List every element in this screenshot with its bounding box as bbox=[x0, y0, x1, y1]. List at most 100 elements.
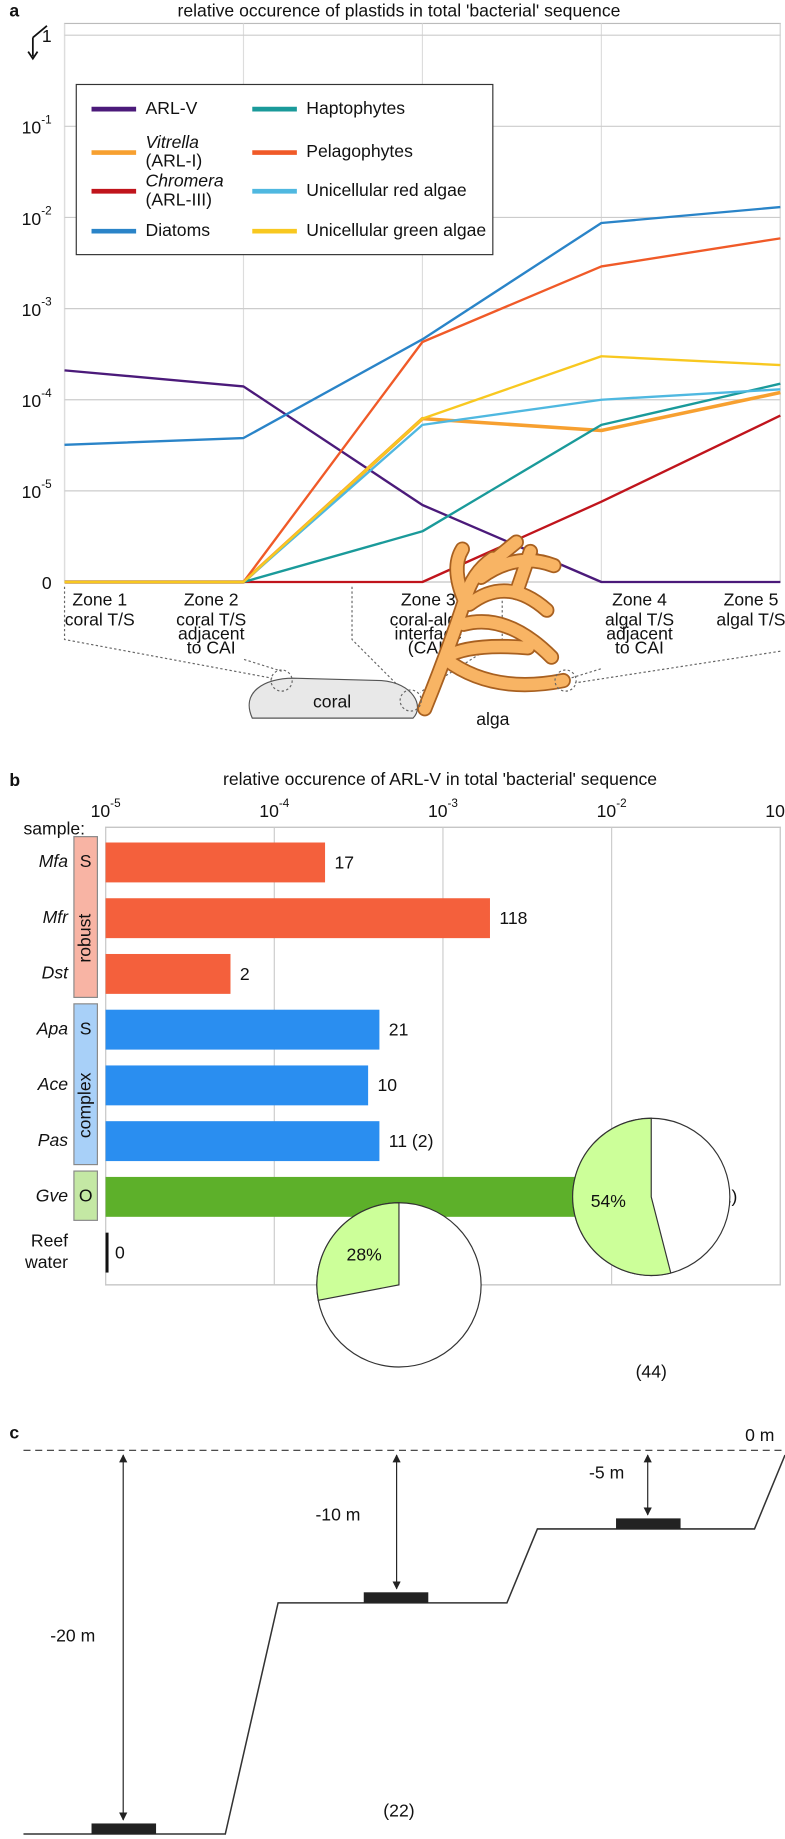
tick-label: 10-5 bbox=[91, 797, 121, 821]
legend-note: (ARL-III) bbox=[146, 189, 212, 209]
tick-label: 10-2 bbox=[597, 797, 627, 821]
legend-label: Vitrella bbox=[146, 132, 200, 152]
tick-label: 10-3 bbox=[22, 296, 52, 320]
bar-annotation: 11 (2) bbox=[389, 1131, 434, 1151]
alga-shape bbox=[510, 545, 537, 599]
zone-note: algal T/S bbox=[605, 609, 674, 629]
guide-line bbox=[570, 668, 601, 679]
alga-shape bbox=[484, 536, 523, 570]
chart-title: relative occurence of ARL-V in total 'ba… bbox=[223, 769, 657, 789]
tick-label: 10-4 bbox=[259, 797, 289, 821]
tick-exponent: -4 bbox=[41, 387, 52, 400]
alga-shape bbox=[475, 554, 560, 584]
tick-exponent: -1 bbox=[41, 114, 51, 127]
pie-label: 54% bbox=[591, 1191, 627, 1211]
tick-base: 10 bbox=[22, 482, 42, 502]
group-tag-label: S bbox=[80, 1018, 92, 1038]
illustration-label: coral bbox=[313, 692, 351, 712]
tick-label: 10-1 bbox=[22, 114, 52, 138]
tick-label: 10-4 bbox=[22, 387, 52, 411]
pie-slice bbox=[572, 1117, 672, 1277]
tick-exponent: -5 bbox=[41, 478, 52, 491]
sampling-plate bbox=[616, 1518, 681, 1529]
sample-label: Pas bbox=[38, 1130, 69, 1150]
illustration-label: alga bbox=[476, 709, 509, 729]
tick-base: 10 bbox=[259, 801, 279, 821]
zone-note: to CAI bbox=[187, 638, 236, 658]
depth-label: -5 m bbox=[589, 1462, 624, 1482]
sample-label: Mfr bbox=[43, 907, 70, 927]
tick-label: 10-1 bbox=[765, 797, 785, 821]
zone-note: coral T/S bbox=[65, 609, 135, 629]
panel-label: a bbox=[9, 0, 19, 20]
bar-annotation: 17 bbox=[334, 852, 354, 872]
alga-shape bbox=[451, 543, 471, 607]
bar-annotation: 0 bbox=[115, 1242, 125, 1262]
tick-base: 10 bbox=[91, 801, 111, 821]
sample-label: Apa bbox=[36, 1018, 69, 1038]
chart-title: relative occurence of plastids in total … bbox=[178, 0, 621, 20]
pie-label: 28% bbox=[347, 1245, 383, 1265]
group-name: robust bbox=[74, 914, 94, 963]
bar-annotation: 2 bbox=[240, 964, 250, 984]
zone-note: to CAI bbox=[615, 638, 664, 658]
alga-shape bbox=[457, 615, 558, 663]
sampling-plate bbox=[363, 1592, 429, 1603]
tick-label: 10-3 bbox=[428, 797, 458, 821]
bar bbox=[105, 842, 326, 883]
zone-note: algal T/S bbox=[716, 609, 785, 629]
x-tick-label: Zone 2 bbox=[184, 589, 239, 609]
x-tick-label: Zone 1 bbox=[72, 589, 127, 609]
x-tick-label: Zone 5 bbox=[724, 589, 779, 609]
bar bbox=[105, 1232, 109, 1273]
group-tag bbox=[73, 836, 98, 998]
group-name: complex bbox=[74, 1072, 94, 1138]
series-line bbox=[64, 205, 781, 447]
figure-content: a relative occurence of plastids in total… bbox=[9, 0, 785, 1835]
bar bbox=[105, 953, 231, 994]
bar bbox=[105, 1065, 369, 1106]
sample-label: Gve bbox=[36, 1186, 68, 1206]
legend-note: (ARL-I) bbox=[146, 151, 203, 171]
sampling-plate bbox=[91, 1823, 157, 1835]
guide-line bbox=[63, 586, 273, 679]
tick-base: 10 bbox=[765, 801, 785, 821]
legend-label: Haptophytes bbox=[306, 98, 405, 118]
group-tag bbox=[73, 1003, 98, 1166]
depth-label: -10 m bbox=[315, 1505, 360, 1525]
alga-shape bbox=[440, 653, 570, 691]
spot-circle bbox=[554, 669, 577, 692]
zone-note: adjacent bbox=[178, 623, 245, 643]
tick-exponent: -3 bbox=[41, 296, 51, 309]
zone-note: adjacent bbox=[606, 623, 673, 643]
tick-base: 10 bbox=[22, 208, 42, 228]
sample-heading: sample: bbox=[23, 818, 85, 838]
series-line bbox=[64, 369, 781, 584]
tick-base: 10 bbox=[22, 117, 42, 137]
tick-exponent: -2 bbox=[41, 205, 51, 218]
zone-note: coral-alga bbox=[390, 609, 467, 629]
panel-label: b bbox=[9, 770, 20, 790]
tick-exponent: -2 bbox=[616, 797, 626, 810]
tick-label: 10-2 bbox=[22, 205, 52, 229]
sample-label: Ace bbox=[37, 1074, 69, 1094]
axis-break bbox=[27, 25, 48, 61]
count-label: (22) bbox=[383, 1800, 414, 1820]
panel-label: c bbox=[9, 1423, 19, 1443]
group-tag bbox=[73, 1170, 98, 1221]
bar-annotation: 21 bbox=[389, 1019, 409, 1039]
series-line bbox=[64, 355, 781, 584]
legend-label: Unicellular red algae bbox=[306, 180, 466, 200]
bar-annotation: 10 bbox=[378, 1075, 398, 1095]
tick-exponent: -4 bbox=[279, 797, 290, 810]
tick-base: 10 bbox=[428, 801, 448, 821]
guide-line bbox=[243, 658, 282, 672]
zone-note: coral T/S bbox=[176, 609, 246, 629]
legend-label: Chromera bbox=[146, 171, 224, 191]
alga-shape bbox=[463, 585, 553, 617]
x-tick-label: Zone 4 bbox=[612, 589, 667, 609]
count-label: (44) bbox=[636, 1362, 667, 1382]
sample-label: water bbox=[24, 1252, 68, 1272]
tick-exponent: -3 bbox=[448, 797, 458, 810]
